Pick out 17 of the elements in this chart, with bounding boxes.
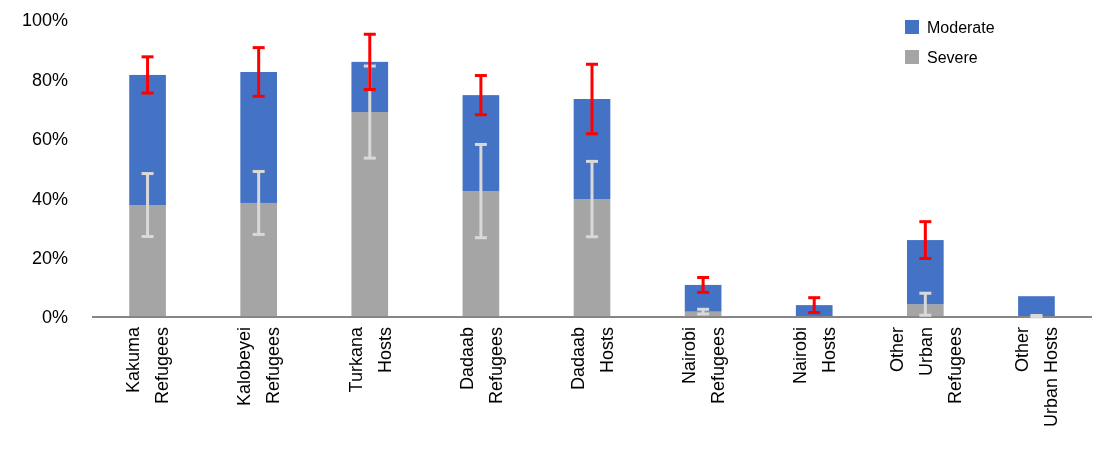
x-tick-label: Nairobi Hosts <box>790 327 840 385</box>
y-tick-label: 100% <box>21 10 68 31</box>
legend-label: Moderate <box>927 18 995 36</box>
y-tick-label: 80% <box>31 69 68 90</box>
x-tick-label: Dadaab Refugees <box>456 327 506 405</box>
y-tick-label: 60% <box>31 129 68 150</box>
x-tick-label: Nairobi Refugees <box>678 327 728 405</box>
x-tick-label: Other Urban Hosts <box>1012 327 1062 428</box>
legend-label: Severe <box>927 48 978 66</box>
y-tick-label: 20% <box>31 247 68 268</box>
y-tick-label: 0% <box>41 307 68 328</box>
x-tick-label: Kakuma Refugees <box>123 326 173 405</box>
y-tick-label: 40% <box>31 188 68 209</box>
x-tick-label: Kalobeyei Refugees <box>234 327 284 407</box>
x-tick-label: Turkana Hosts <box>345 326 395 393</box>
x-tick-label: Dadaab Hosts <box>567 327 617 391</box>
x-tick-label: Other Urban Refugees <box>886 327 965 405</box>
